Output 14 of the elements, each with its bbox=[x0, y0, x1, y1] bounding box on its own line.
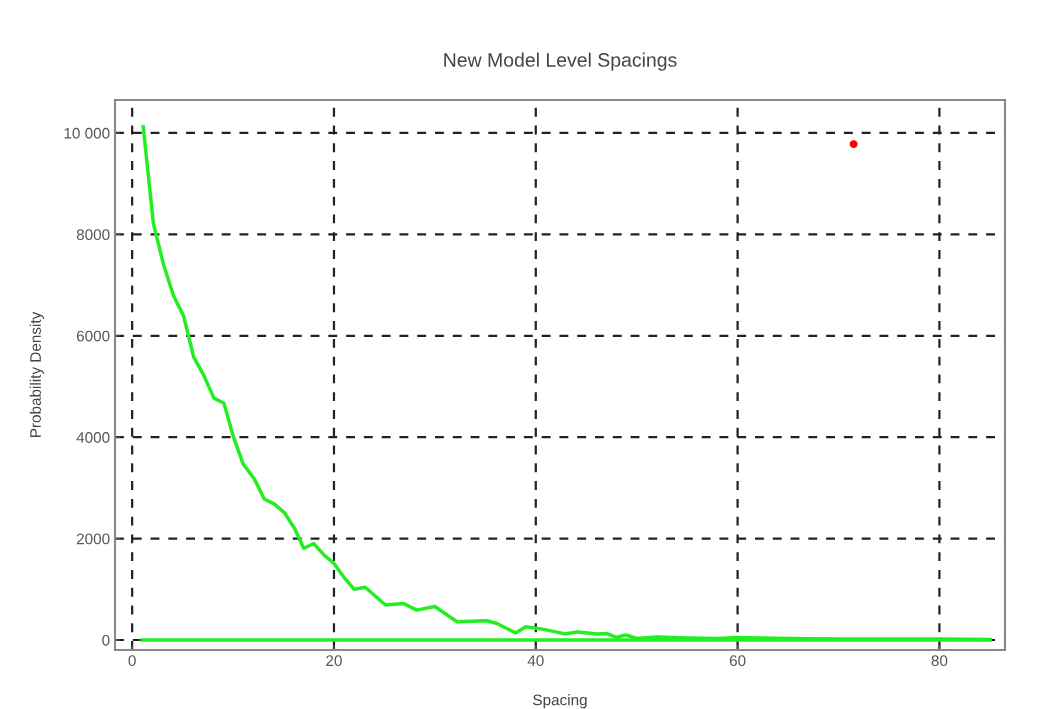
y-tick-label: 0 bbox=[102, 634, 110, 646]
x-tick-label: 80 bbox=[931, 655, 948, 667]
x-axis-title: Spacing bbox=[533, 694, 587, 709]
x-tick-label: 0 bbox=[128, 655, 136, 667]
y-tick-label: 6000 bbox=[76, 330, 110, 342]
y-tick-label: 8000 bbox=[76, 229, 110, 241]
y-axis-title: Probability Density bbox=[29, 311, 44, 437]
y-tick-label: 2000 bbox=[76, 533, 110, 545]
y-tick-label: 10 000 bbox=[64, 127, 110, 139]
x-tick-label: 20 bbox=[326, 655, 342, 667]
x-tick-label: 40 bbox=[527, 655, 544, 667]
y-tick-label: 4000 bbox=[76, 432, 110, 443]
x-tick-label: 60 bbox=[729, 655, 746, 667]
chart-title: New Model Level Spacings bbox=[444, 52, 677, 71]
